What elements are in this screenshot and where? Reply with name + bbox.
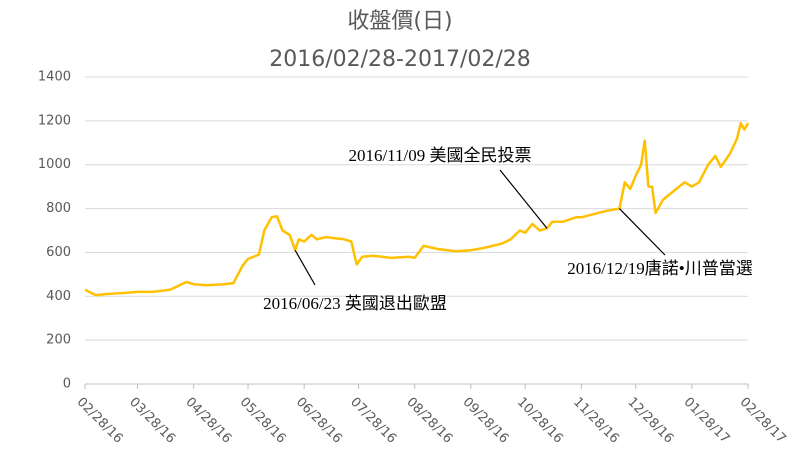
x-tick-label: 02/28/16 xyxy=(74,395,126,447)
chart-subtitle: 2016/02/28-2017/02/28 xyxy=(269,47,531,72)
x-tick-label: 09/28/16 xyxy=(460,395,512,447)
annotation: 2016/12/19唐諾•川普當選 xyxy=(567,258,752,278)
chart-title: 收盤價(日) xyxy=(347,9,452,34)
annotation-line xyxy=(294,249,316,286)
y-tick-label: 1000 xyxy=(38,157,71,172)
x-tick-label: 05/28/16 xyxy=(237,395,289,447)
y-tick-label: 400 xyxy=(46,289,71,304)
x-tick-label: 02/28/17 xyxy=(737,395,789,447)
x-tick-label: 01/28/17 xyxy=(681,395,733,447)
x-tick-label: 11/28/16 xyxy=(570,395,622,447)
x-tick-label: 07/28/16 xyxy=(347,395,399,447)
annotation: 2016/06/23 英國退出歐盟 xyxy=(263,294,447,313)
y-tick-label: 1200 xyxy=(38,113,71,128)
x-tick-label: 10/28/16 xyxy=(514,395,566,447)
annotation-line xyxy=(618,208,666,256)
y-tick-label: 1400 xyxy=(38,70,71,85)
annotation: 2016/11/09 美國全民投票 xyxy=(348,146,531,165)
line-series xyxy=(84,121,750,297)
x-tick-label: 12/28/16 xyxy=(624,395,676,447)
y-tick-label: 600 xyxy=(46,245,71,260)
x-tick-label: 03/28/16 xyxy=(126,395,178,447)
x-tick-label: 04/28/16 xyxy=(182,395,234,447)
x-tick-label: 06/28/16 xyxy=(293,395,345,447)
y-tick-label: 0 xyxy=(63,377,71,392)
x-tick-label: 08/28/16 xyxy=(403,395,455,447)
annotation-line xyxy=(499,169,548,229)
y-tick-label: 800 xyxy=(46,201,71,216)
y-tick-label: 200 xyxy=(46,333,71,348)
